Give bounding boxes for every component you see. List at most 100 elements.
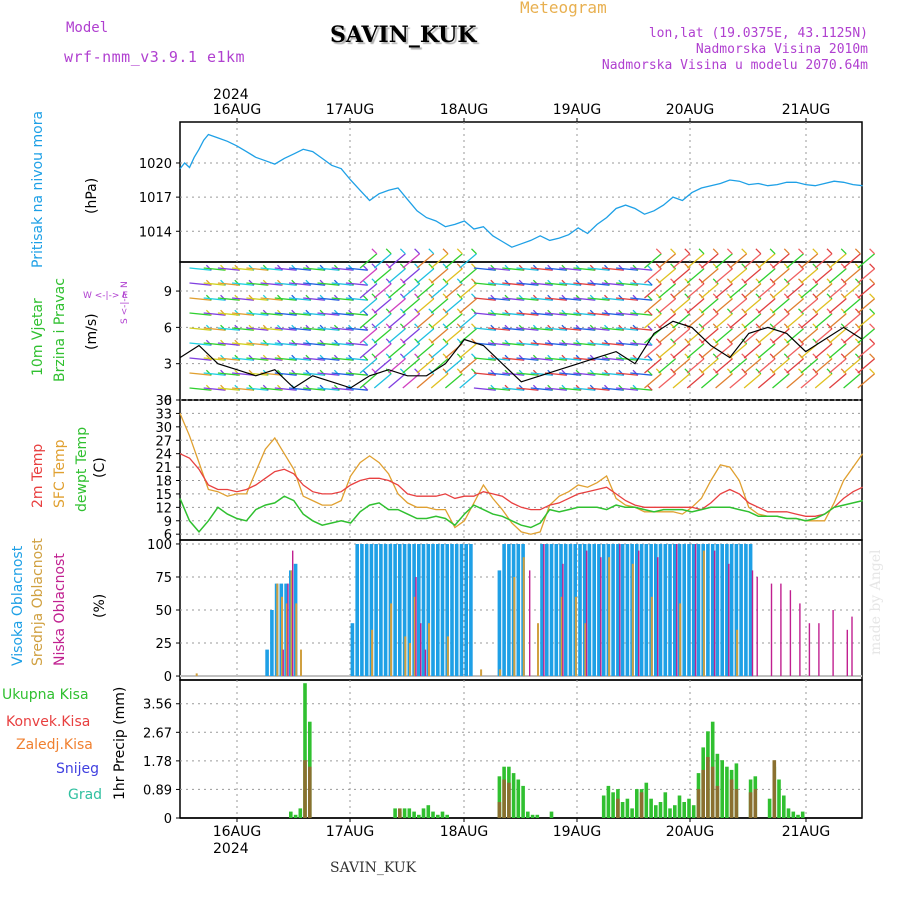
wind-barb-flag [869, 278, 876, 285]
wind-barb [672, 358, 691, 374]
cloud-bar-high [658, 544, 663, 677]
wind-barb [430, 343, 449, 359]
cloud-bar-high [620, 544, 625, 677]
precip-bar-total [725, 766, 729, 818]
plot-layer [179, 133, 876, 819]
wind-barb [743, 373, 762, 389]
cloud-bar-mid [290, 570, 293, 677]
wind-barb-flag [798, 338, 804, 345]
wind-barb-flag [726, 323, 733, 330]
wind-barb-flag [442, 278, 449, 285]
wind-barb [658, 343, 677, 359]
wind-barb-flag [646, 309, 653, 316]
wind-barb-flag [234, 339, 241, 346]
bottom-date-axis: 16AUG 17AUG 18AUG 19AUG 20AUG 21AUG [213, 818, 830, 840]
wind-barb [757, 328, 776, 344]
wind-barb [658, 253, 677, 269]
wind-barb-flag [428, 353, 435, 360]
wind-barb [715, 298, 733, 314]
cloud-bar-high [635, 544, 639, 677]
wind-barb-flag [490, 279, 497, 286]
precip-bar-total [521, 785, 525, 818]
wind-barb [700, 268, 719, 284]
wind-barb-flag [371, 278, 378, 285]
precip-bar-total [421, 808, 426, 818]
wind-barb [502, 312, 525, 316]
precip-legend-snow: Snijeg [56, 761, 99, 777]
wind-barb [444, 268, 463, 284]
wind-label-1: 10m Vjetar [30, 298, 46, 376]
cloud-bar-high [393, 544, 397, 677]
wind-barb [444, 283, 463, 299]
precip-bar-conv [308, 766, 312, 818]
wind-barb [303, 342, 326, 346]
wind-barb-flag [854, 263, 861, 270]
wind-barb-flag [490, 384, 497, 391]
wind-barb [416, 313, 435, 329]
wind-barb-flag [755, 248, 762, 255]
wind-barb [274, 312, 297, 316]
cloud-bar-low [851, 616, 853, 676]
precip-bar-total [668, 808, 672, 818]
wind-barb-flag [604, 384, 610, 391]
wind-barb [630, 372, 653, 376]
wind-barb [402, 358, 421, 374]
wind-barb-flag [561, 369, 568, 376]
wind-barb-flag [840, 263, 847, 270]
wind-barb-flag [532, 369, 539, 376]
wind-barb [274, 327, 297, 331]
wind-barb-flag [561, 264, 568, 271]
wind-barb-flag [561, 294, 568, 301]
wind-barb-flag [428, 368, 435, 375]
wind-barb-flag [783, 278, 790, 285]
wind-barb [331, 297, 354, 301]
precip-bar-total [720, 760, 724, 818]
wind-barb-flag [741, 263, 748, 270]
cloud-bar-low [770, 583, 773, 677]
wind-barb [814, 328, 833, 344]
wind-barb-flag [769, 278, 776, 285]
wind-barb [260, 282, 283, 286]
wind-barb [516, 297, 539, 301]
wind-barb [217, 297, 240, 301]
wind-barb [700, 373, 719, 389]
wind-barb [288, 312, 311, 316]
wind-barb-flag [291, 354, 298, 361]
wind-barb [857, 313, 876, 329]
wind-barb [800, 328, 819, 344]
wind-barb [715, 373, 733, 389]
wind-barb [700, 298, 719, 314]
precip-bar-total [497, 776, 502, 818]
wind-barb [516, 387, 539, 391]
precip-y-tick-label: 0 [164, 812, 172, 827]
wind-barb [587, 267, 610, 271]
wind-barb [772, 328, 790, 344]
wind-barb-flag [840, 338, 847, 345]
wind-barb-flag [840, 308, 847, 315]
wind-barb [573, 327, 596, 331]
wind-barb-flag [319, 384, 326, 391]
wind-barb [601, 357, 624, 361]
wind-barb-flag [490, 294, 497, 301]
wind-barb [516, 342, 539, 346]
wind-barb-flag [333, 339, 340, 346]
wind-barb [402, 268, 421, 284]
wind-barb [672, 298, 691, 314]
cloud-bar-mid [499, 669, 502, 676]
wind-barb-flag [220, 264, 227, 271]
wind-barb-flag [291, 309, 298, 316]
wind-barb-flag [362, 354, 369, 361]
wind-barb [373, 253, 392, 269]
wind-barb-flag [798, 248, 804, 255]
wind-barb [203, 297, 226, 301]
wind-barb [516, 312, 539, 316]
wind-barb [686, 358, 705, 374]
wind-barb-flag [399, 293, 406, 300]
wind-barb-flag [399, 248, 406, 255]
top-day-label: 19AUG [553, 102, 602, 118]
cloud-bar-mid [560, 596, 563, 676]
wind-barb [274, 282, 297, 286]
wind-barb [260, 312, 283, 316]
wind-barb-flag [319, 309, 326, 316]
wind-barb [345, 312, 368, 316]
